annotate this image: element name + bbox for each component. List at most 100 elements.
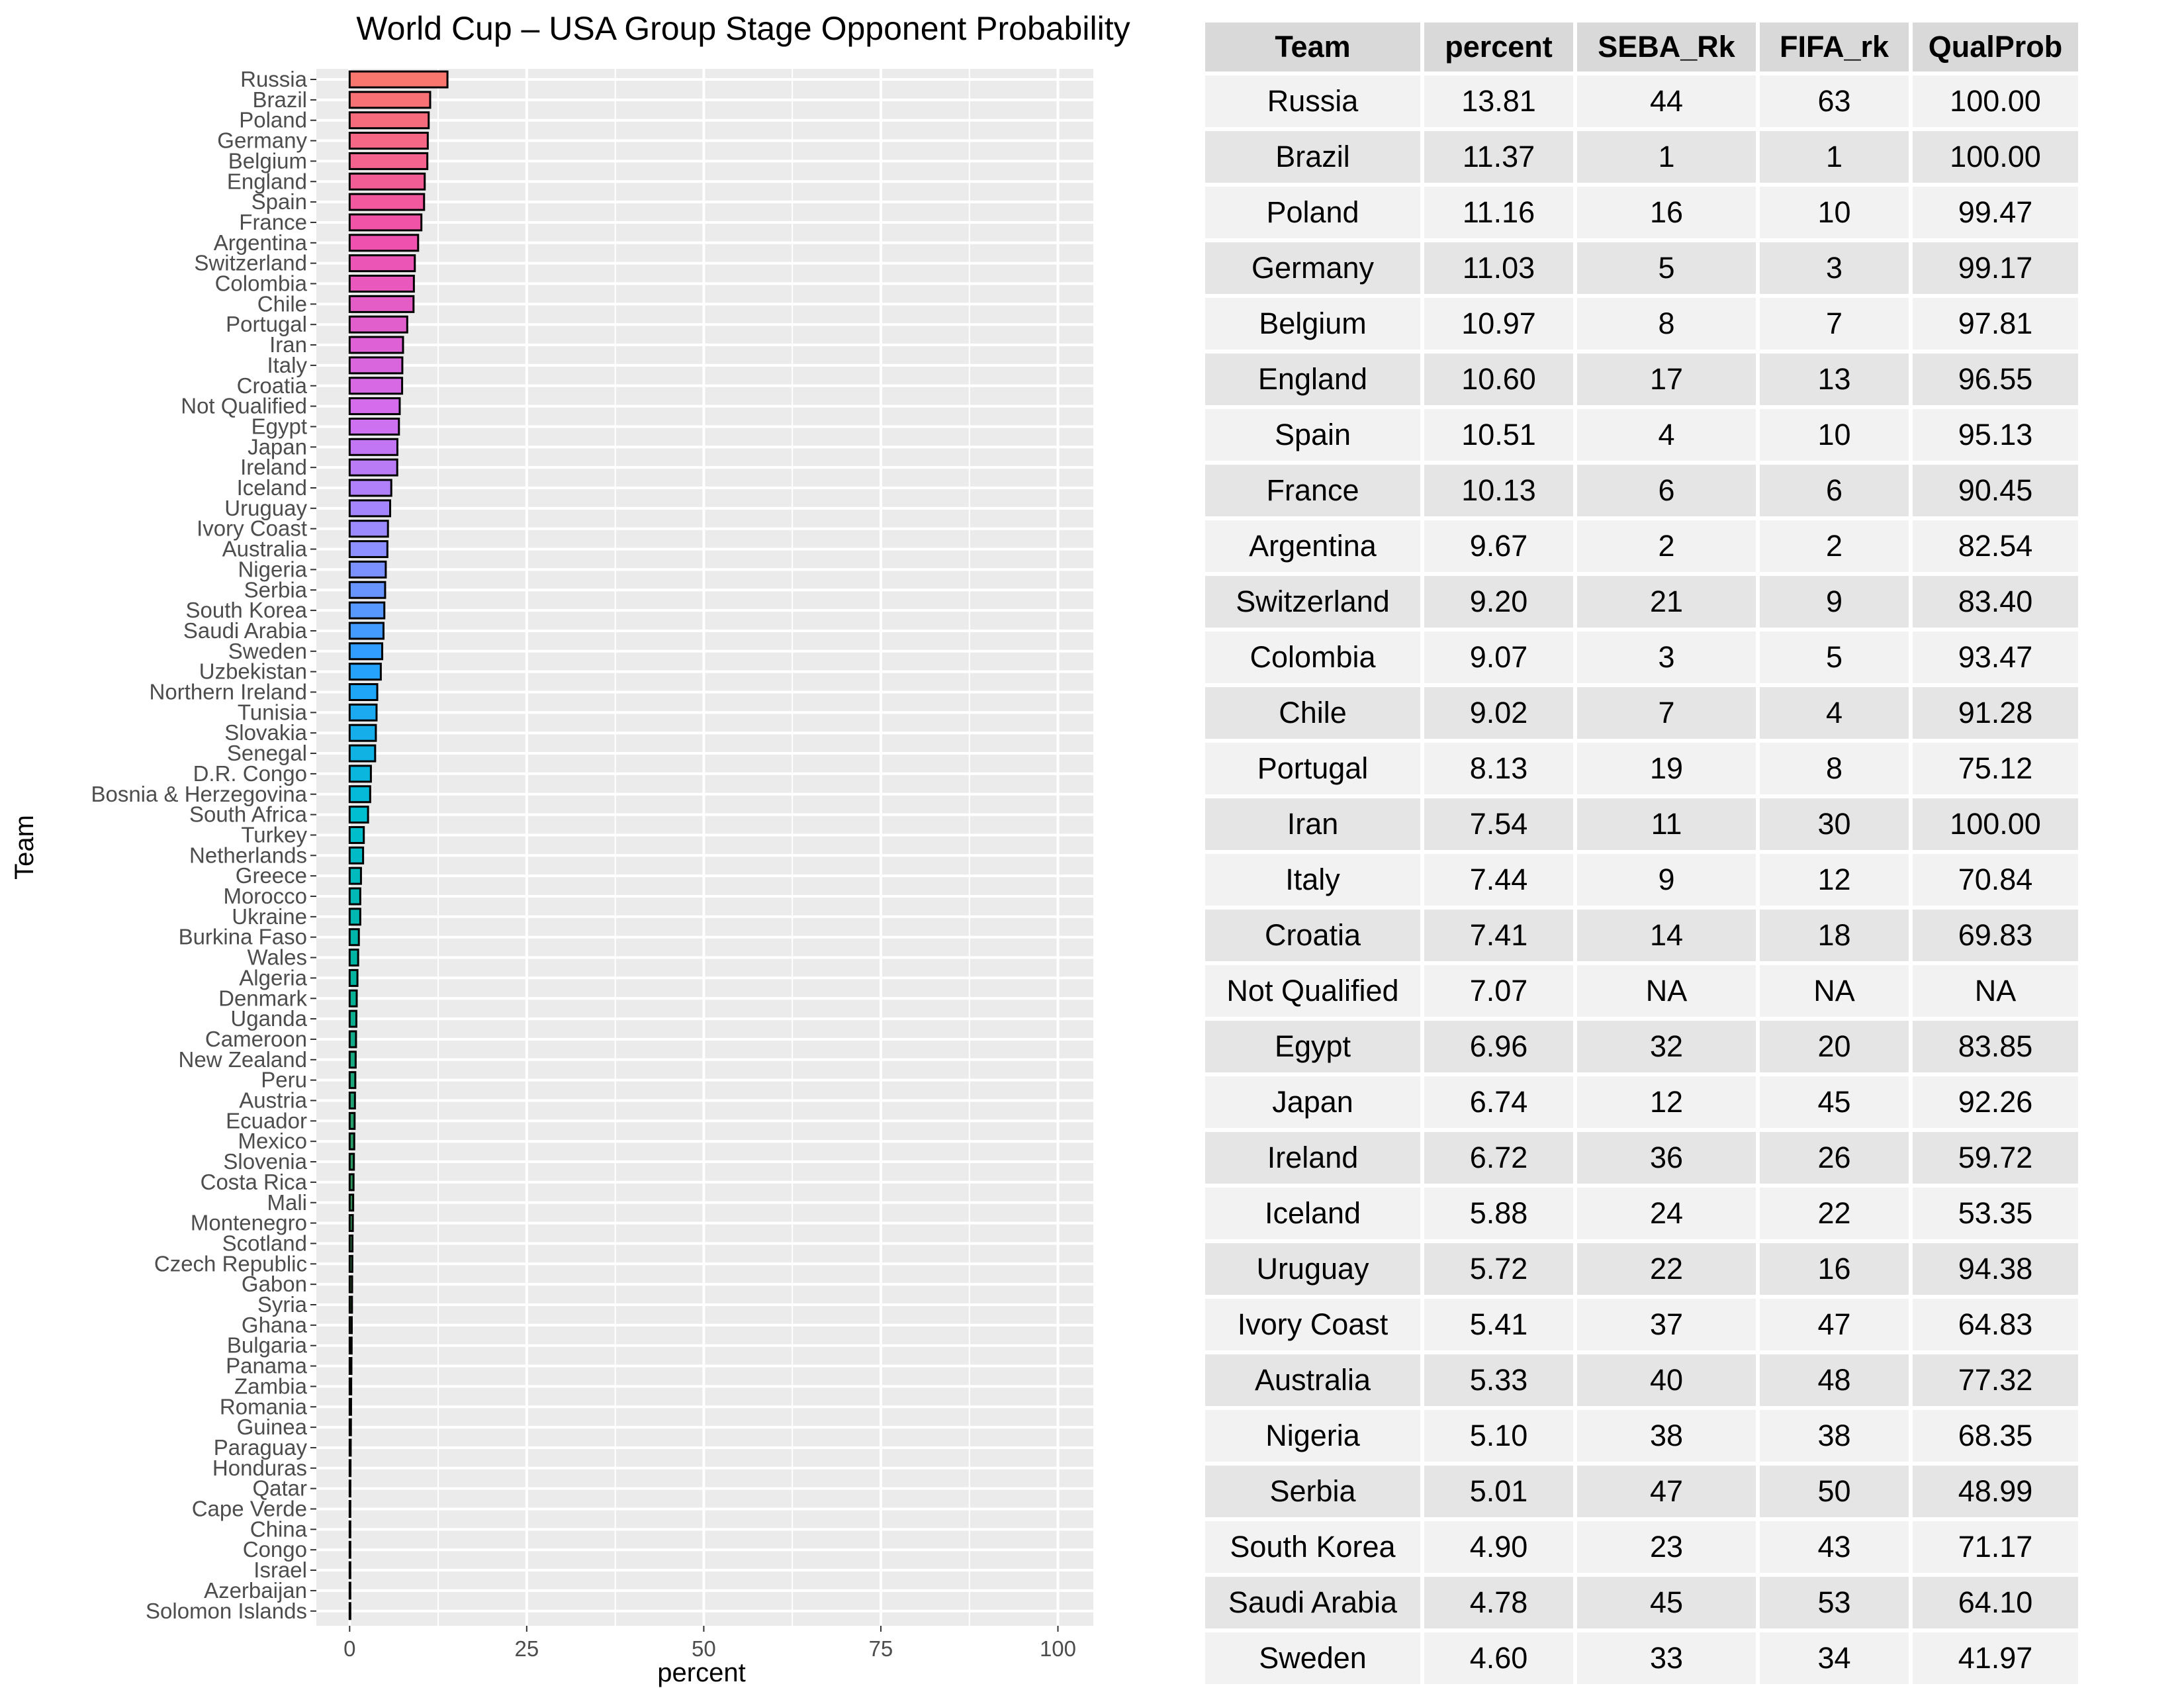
bar-not-qualified <box>348 397 401 416</box>
table-cell: 83.85 <box>1913 1021 2078 1072</box>
table-cell: 47 <box>1760 1299 1909 1350</box>
table-cell: Switzerland <box>1205 576 1420 628</box>
bar-croatia <box>348 377 404 395</box>
table-cell: Germany <box>1205 242 1420 294</box>
bar-italy <box>348 356 404 375</box>
table-cell: 4 <box>1577 409 1756 461</box>
bar-guinea <box>348 1418 352 1436</box>
y-tick-label: Iran <box>269 332 307 357</box>
bar-argentina <box>348 234 420 252</box>
table-cell: 69.83 <box>1913 910 2078 961</box>
bar-turkey <box>348 825 365 844</box>
bar-england <box>348 172 426 191</box>
bar-new-zealand <box>348 1051 357 1069</box>
table-cell: 4 <box>1760 687 1909 739</box>
table-cell: 7.41 <box>1424 910 1573 961</box>
table-cell: 10 <box>1760 187 1909 238</box>
table-row: Australia 5.33 40 48 77.32 <box>1205 1354 2078 1406</box>
table-row: Saudi Arabia 4.78 45 53 64.10 <box>1205 1577 2078 1628</box>
y-tick-label: Northern Ireland <box>150 680 307 704</box>
y-tick-label: Denmark <box>218 986 307 1010</box>
table-cell: 1 <box>1760 131 1909 183</box>
table-cell: 100.00 <box>1913 75 2078 127</box>
bar-morocco <box>348 887 361 906</box>
bar-ecuador <box>348 1111 356 1130</box>
table-row: Iran 7.54 11 30 100.00 <box>1205 798 2078 850</box>
y-tick-label: Spain <box>251 189 307 214</box>
table-cell: 6 <box>1760 465 1909 516</box>
bar-burkina-faso <box>348 928 360 947</box>
x-tick-label: 25 <box>514 1636 539 1661</box>
table-row: Belgium 10.97 8 7 97.81 <box>1205 298 2078 350</box>
y-tick-label: Iceland <box>237 475 307 500</box>
bar-bosnia-herzegovina <box>348 785 371 804</box>
table-cell: 11.16 <box>1424 187 1573 238</box>
table-cell: 91.28 <box>1913 687 2078 739</box>
table-cell: 59.72 <box>1913 1132 2078 1184</box>
y-tick-label: Guinea <box>237 1415 308 1439</box>
table-cell: Sweden <box>1205 1632 1420 1684</box>
table-cell: 53.35 <box>1913 1188 2078 1239</box>
bar-greece <box>348 867 362 885</box>
table-row: Chile 9.02 7 4 91.28 <box>1205 687 2078 739</box>
table-cell: Uruguay <box>1205 1243 1420 1295</box>
table-cell: Egypt <box>1205 1021 1420 1072</box>
table-row: Serbia 5.01 47 50 48.99 <box>1205 1466 2078 1517</box>
y-tick-label: New Zealand <box>179 1047 307 1072</box>
bar-qatar <box>348 1479 351 1498</box>
y-tick-label: Serbia <box>244 577 308 602</box>
table-header-cell: FIFA_rk <box>1760 23 1909 71</box>
y-tick-label: Bosnia & Herzegovina <box>91 782 307 806</box>
table-cell: 50 <box>1760 1466 1909 1517</box>
y-tick-labels: RussiaBrazilPolandGermanyBelgiumEnglandS… <box>91 67 316 1623</box>
table-cell: 26 <box>1760 1132 1909 1184</box>
y-tick-label: Solomon Islands <box>146 1599 307 1623</box>
table-cell: 5.88 <box>1424 1188 1573 1239</box>
y-tick-label: Uzbekistan <box>199 659 307 684</box>
bar-germany <box>348 132 429 150</box>
bar-panama <box>348 1357 353 1376</box>
grid-lines <box>316 69 1093 1626</box>
bar-cape-verde <box>348 1500 351 1518</box>
table-cell: 70.84 <box>1913 854 2078 906</box>
bar-switzerland <box>348 254 416 273</box>
bar-mali <box>348 1194 355 1212</box>
table-cell: 7.44 <box>1424 854 1573 906</box>
table-cell: 77.32 <box>1913 1354 2078 1406</box>
y-tick-label: Azerbaijan <box>204 1578 307 1603</box>
bar-israel <box>348 1561 351 1579</box>
y-tick-label: Switzerland <box>194 251 307 275</box>
y-tick-label: South Africa <box>189 802 308 827</box>
bar-ghana <box>348 1316 353 1335</box>
y-tick-label: Peru <box>261 1068 307 1092</box>
table-cell: 43 <box>1760 1521 1909 1573</box>
y-tick-label: Bulgaria <box>227 1333 308 1358</box>
bar-iceland <box>348 479 392 497</box>
table-cell: 10 <box>1760 409 1909 461</box>
table-cell: 5.01 <box>1424 1466 1573 1517</box>
table-row: Poland 11.16 16 10 99.47 <box>1205 187 2078 238</box>
bar-d-r-congo <box>348 765 372 783</box>
table-cell: 95.13 <box>1913 409 2078 461</box>
table-cell: Russia <box>1205 75 1420 127</box>
table-cell: Belgium <box>1205 298 1420 350</box>
y-tick-label: Ghana <box>242 1313 308 1337</box>
table-cell: 45 <box>1760 1076 1909 1128</box>
y-tick-label: Mexico <box>238 1129 307 1153</box>
y-tick-label: Australia <box>222 537 308 561</box>
table-cell: 71.17 <box>1913 1521 2078 1573</box>
table-cell: 14 <box>1577 910 1756 961</box>
table-cell: Not Qualified <box>1205 965 1420 1017</box>
table-cell: 5 <box>1577 242 1756 294</box>
y-tick-label: Syria <box>257 1292 308 1317</box>
bar-saudi-arabia <box>348 622 385 640</box>
table-cell: 93.47 <box>1913 632 2078 683</box>
table-cell: 82.54 <box>1913 520 2078 572</box>
table-cell: 7.07 <box>1424 965 1573 1017</box>
y-tick-label: Wales <box>248 945 307 970</box>
table-cell: 4.78 <box>1424 1577 1573 1628</box>
y-tick-label: Romania <box>220 1394 308 1419</box>
bar-northern-ireland <box>348 683 379 701</box>
y-tick-label: Qatar <box>252 1476 307 1501</box>
bar-congo <box>348 1540 351 1559</box>
